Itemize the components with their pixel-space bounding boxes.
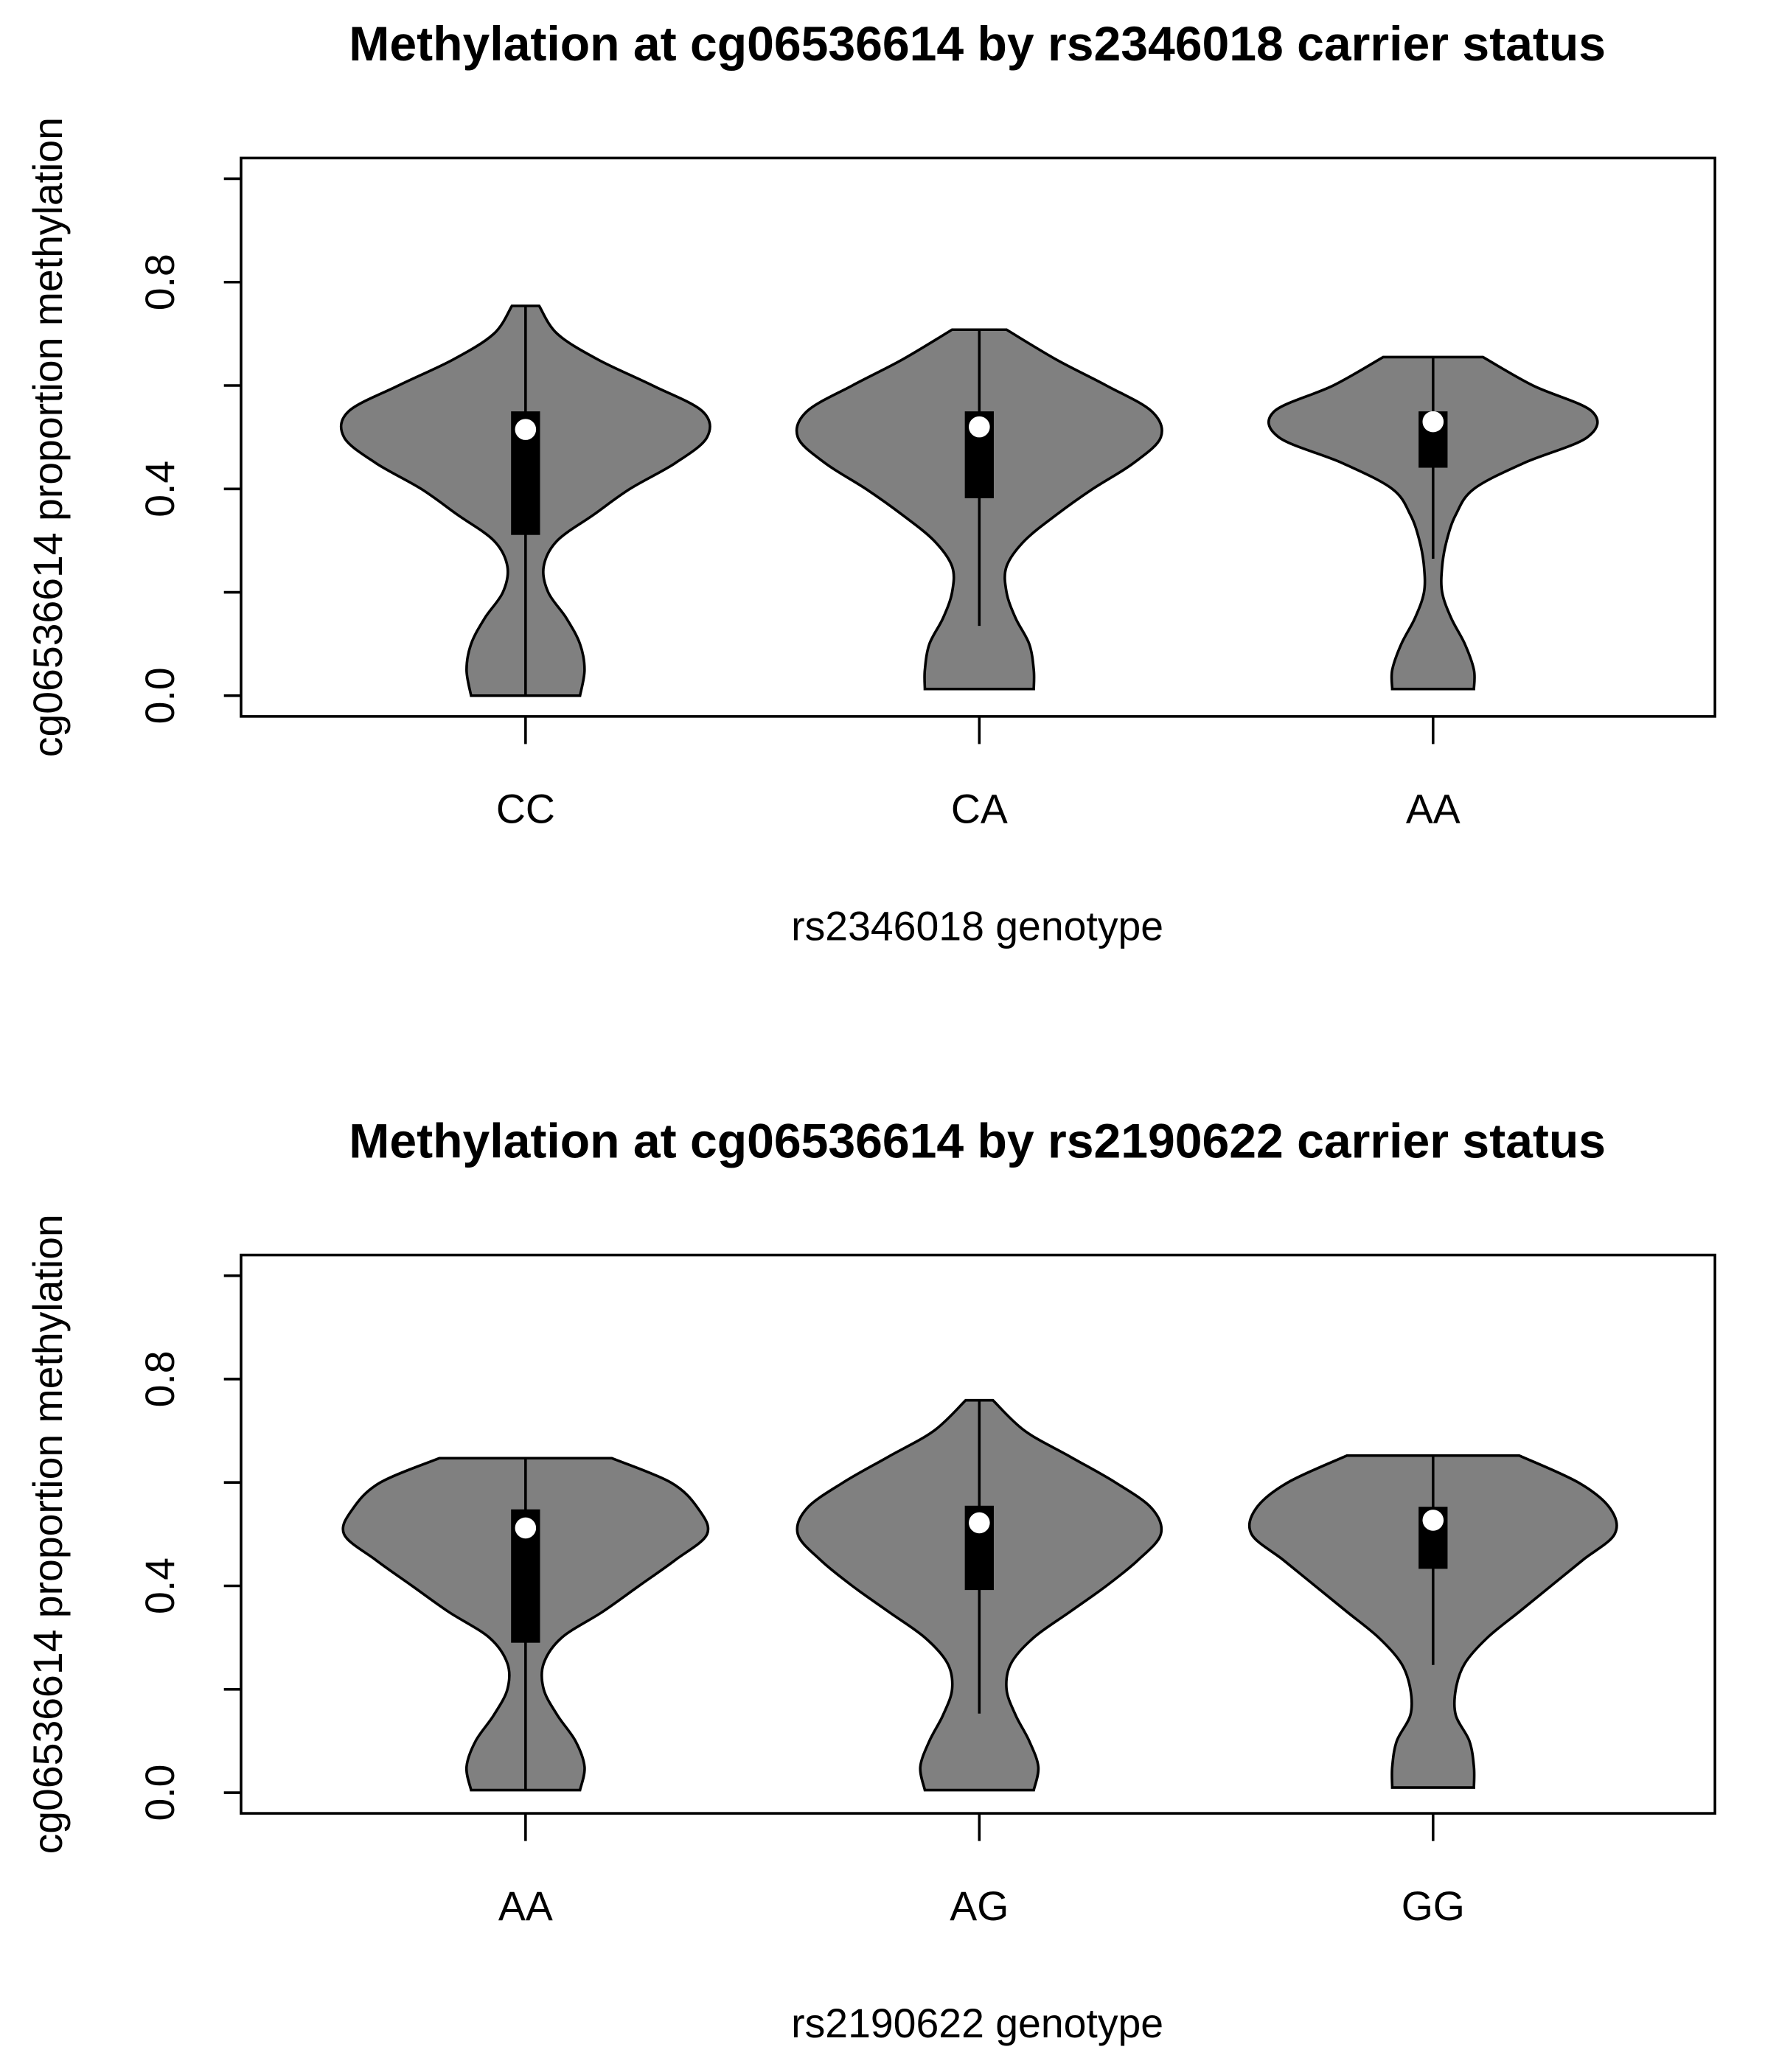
y-tick-label: 0.4 xyxy=(137,461,183,517)
y-tick-label: 0.4 xyxy=(137,1558,183,1614)
x-tick-label: GG xyxy=(1402,1883,1465,1929)
chart: Methylation at cg06536614 by rs2190622 c… xyxy=(25,1114,1716,2046)
x-tick-label: CC xyxy=(496,786,555,832)
y-axis-label: cg06536614 proportion methylation xyxy=(25,1214,71,1854)
x-tick-label: AG xyxy=(950,1883,1009,1929)
x-axis-label: rs2190622 genotype xyxy=(791,2001,1163,2046)
y-tick-label: 0.8 xyxy=(137,254,183,310)
median xyxy=(515,419,537,440)
y-tick-label: 0.0 xyxy=(137,1765,183,1821)
x-tick-label: AA xyxy=(498,1883,553,1929)
x-axis-label: rs2346018 genotype xyxy=(791,904,1163,949)
chart: Methylation at cg06536614 by rs2346018 c… xyxy=(25,17,1716,949)
median xyxy=(969,416,990,438)
chart-title: Methylation at cg06536614 by rs2190622 c… xyxy=(349,1114,1606,1168)
y-tick-label: 0.0 xyxy=(137,667,183,724)
median xyxy=(1422,1510,1444,1531)
chart-title: Methylation at cg06536614 by rs2346018 c… xyxy=(349,17,1606,71)
median xyxy=(969,1512,990,1534)
median xyxy=(515,1517,537,1539)
x-tick-label: AA xyxy=(1406,786,1461,832)
x-tick-label: CA xyxy=(951,786,1008,832)
median xyxy=(1422,411,1444,433)
y-axis-label: cg06536614 proportion methylation xyxy=(25,117,71,757)
y-tick-label: 0.8 xyxy=(137,1350,183,1407)
